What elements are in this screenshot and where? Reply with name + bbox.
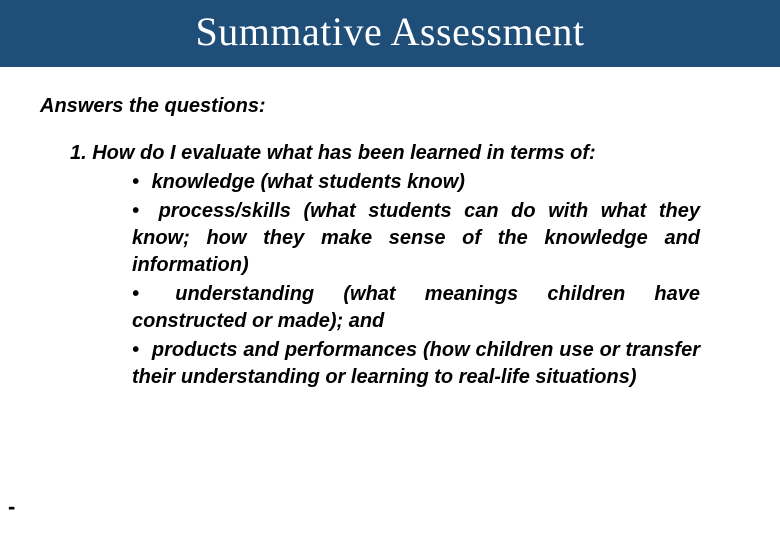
list-item: • knowledge (what students know) <box>132 169 700 196</box>
list-item: • understanding (what meanings children … <box>132 281 700 335</box>
bullet-icon: • <box>132 281 146 308</box>
list-item: • products and performances (how childre… <box>132 337 700 391</box>
list-item: • process/skills (what students can do w… <box>132 198 700 279</box>
bullet-text: process/skills (what students can do wit… <box>132 200 700 276</box>
bullet-list: • knowledge (what students know) • proce… <box>70 169 730 391</box>
subheading: Answers the questions: <box>40 95 740 118</box>
content-area: Answers the questions: 1. How do I evalu… <box>0 67 780 391</box>
dash-mark: - <box>8 494 15 520</box>
question-block: 1. How do I evaluate what has been learn… <box>40 140 740 391</box>
header-bar: Summative Assessment <box>0 0 780 67</box>
question-lead: 1. How do I evaluate what has been learn… <box>70 140 730 167</box>
bullet-text: knowledge (what students know) <box>152 171 465 193</box>
bullet-icon: • <box>132 337 146 364</box>
bullet-icon: • <box>132 198 146 225</box>
bullet-icon: • <box>132 169 146 196</box>
page-title: Summative Assessment <box>0 8 780 55</box>
bullet-text: products and performances (how children … <box>132 339 700 388</box>
bullet-text: understanding (what meanings children ha… <box>132 283 700 332</box>
